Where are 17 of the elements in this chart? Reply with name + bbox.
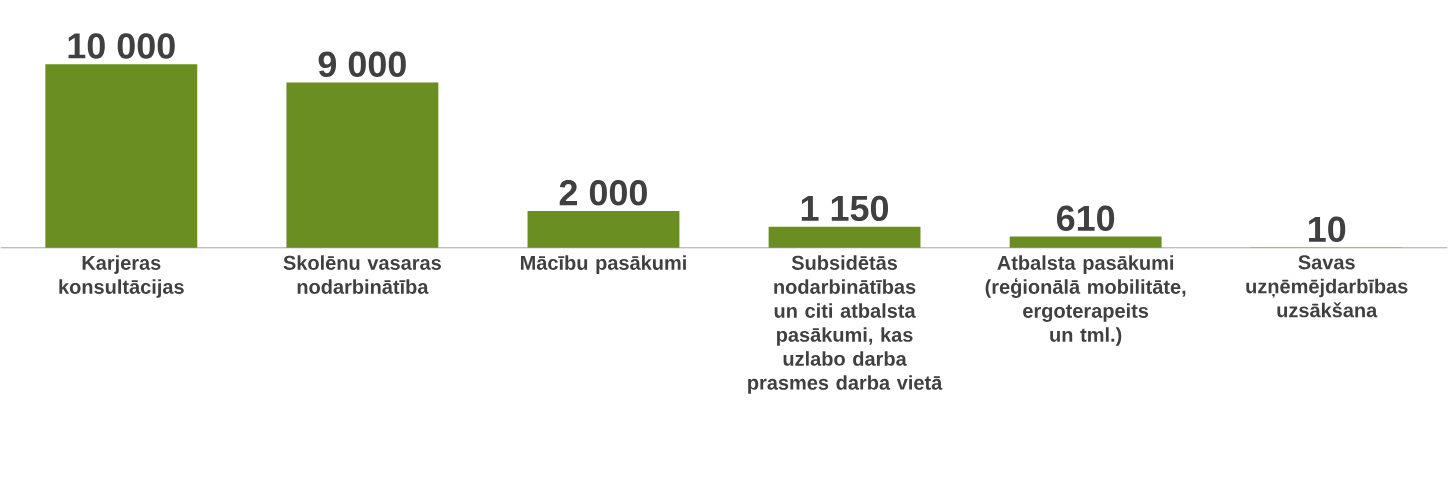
x-tick-label: Savas uzņēmējdarbības uzsākšana: [1246, 255, 1408, 318]
data-label: 10: [1309, 216, 1346, 243]
data-label: 9 000: [318, 51, 406, 78]
bar: [45, 64, 198, 248]
x-tick-label: Subsidētās nodarbinātības un citi atbalsta pasākumi, kas uzlabo darba prasmes darba vietā: [748, 255, 943, 395]
x-tick-label: Karjeras konsultācijas: [59, 255, 184, 299]
x-tick-label: Mācību pasākumi: [520, 255, 686, 275]
bar: [527, 211, 680, 248]
x-tick-label: Atbalsta pasākumi (reģionālā mobilitāte, ergoterapeits un tml.): [985, 255, 1186, 347]
data-label: 10 000: [68, 33, 175, 59]
data-label: 2 000: [559, 180, 647, 206]
x-tick-label: Skolēnu vasaras nodarbinātība: [283, 255, 441, 295]
data-label: 1 150: [801, 195, 889, 222]
bar: [1009, 236, 1162, 248]
bar: [768, 226, 921, 248]
data-label: 610: [1056, 205, 1115, 232]
bar: [286, 82, 439, 248]
